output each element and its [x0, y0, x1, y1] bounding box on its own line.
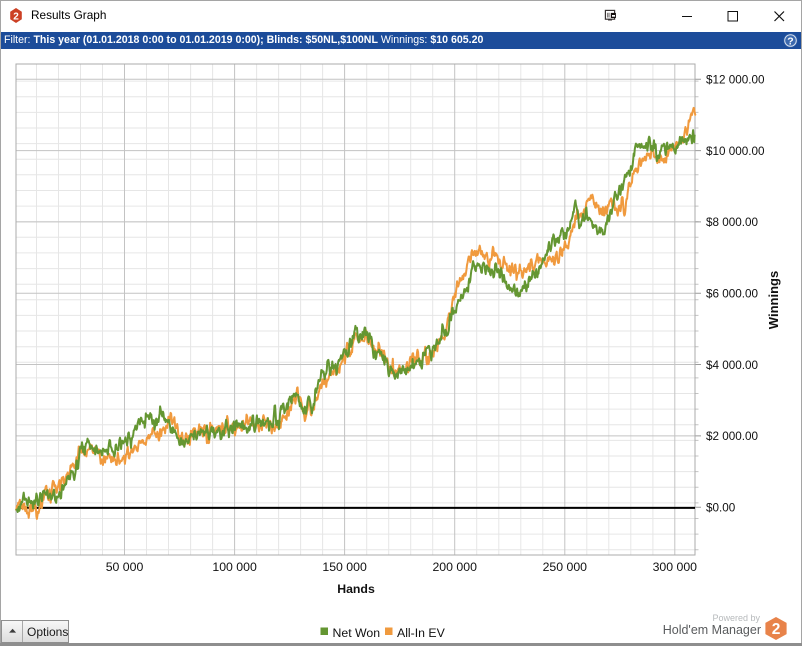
svg-text:All-In EV: All-In EV	[397, 626, 446, 640]
svg-text:2: 2	[13, 11, 19, 22]
svg-text:$12 000.00: $12 000.00	[706, 74, 765, 87]
svg-text:Net Won: Net Won	[333, 626, 381, 640]
svg-text:150 000: 150 000	[322, 560, 367, 574]
svg-text:250 000: 250 000	[543, 560, 588, 574]
svg-text:300 000: 300 000	[653, 560, 698, 574]
svg-text:$2 000.00: $2 000.00	[706, 430, 758, 443]
svg-text:Hands: Hands	[337, 582, 375, 596]
svg-text:200 000: 200 000	[432, 560, 477, 574]
svg-text:Winnings: Winnings	[766, 271, 781, 329]
svg-text:50 000: 50 000	[106, 560, 144, 574]
svg-text:2: 2	[772, 621, 781, 638]
svg-text:$4 000.00: $4 000.00	[706, 359, 758, 372]
svg-text:$0.00: $0.00	[706, 502, 736, 515]
svg-text:$6 000.00: $6 000.00	[706, 288, 758, 301]
svg-text:$10 000.00: $10 000.00	[706, 145, 765, 158]
svg-text:?: ?	[787, 35, 793, 47]
svg-text:$8 000.00: $8 000.00	[706, 216, 758, 229]
svg-text:100 000: 100 000	[212, 560, 257, 574]
